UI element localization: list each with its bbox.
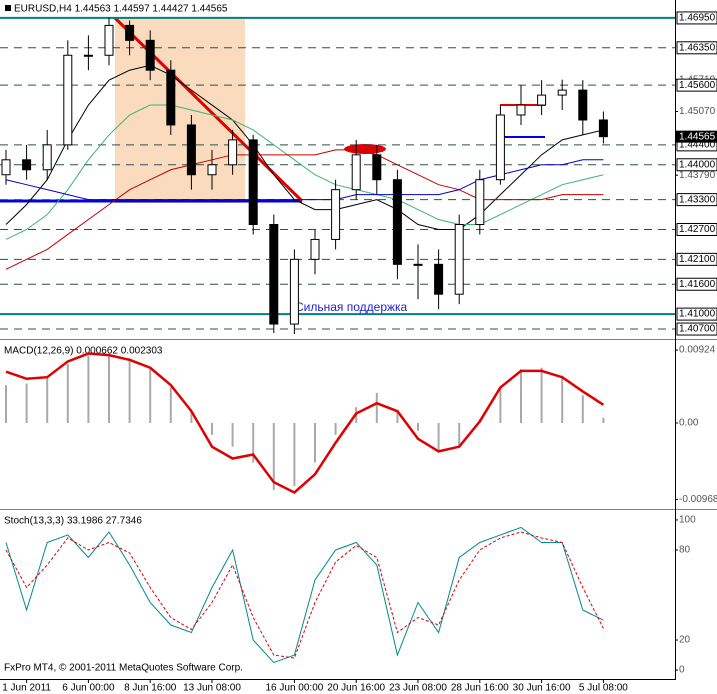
current-price-label: 1.44565: [679, 131, 716, 142]
level-box: [676, 11, 717, 25]
highlight-ellipse: [344, 144, 386, 154]
x-tick-label: 13 Jun 08:00: [183, 683, 241, 694]
y-tick-label: 100: [679, 515, 696, 526]
candle-body: [186, 124, 196, 176]
y-tick-label: 0.00: [679, 418, 699, 429]
candle-body: [104, 24, 114, 56]
x-tick-label: 16 Jun 00:00: [265, 683, 323, 694]
candle-body: [351, 154, 361, 191]
panel-title: MACD(12,26,9) 0.000662 0.002303: [4, 346, 163, 357]
candle-body: [598, 119, 608, 138]
level-box: [676, 193, 717, 207]
shaded-zone: [115, 18, 245, 203]
level-label: 1.42700: [679, 224, 716, 235]
level-box: [676, 78, 717, 92]
level-box: [676, 277, 717, 291]
current-price-box: [676, 130, 717, 143]
candle-body: [125, 24, 135, 41]
level-label: 1.45600: [679, 80, 716, 91]
candle-body: [537, 94, 547, 106]
y-tick-label: 0.00924: [679, 345, 716, 356]
candle-body: [1, 159, 11, 176]
x-tick-label: 20 Jun 16:00: [327, 683, 385, 694]
candle-body: [310, 238, 320, 260]
candle-body: [557, 89, 567, 96]
macd-signal: [5, 352, 605, 494]
level-box: [676, 322, 717, 336]
x-tick-label: 5 Jul 08:00: [579, 683, 628, 694]
candle-body: [22, 159, 32, 171]
level-label: 1.43300: [679, 194, 716, 205]
y-tick-label: 1.45070: [679, 106, 716, 117]
y-tick-label: 20: [679, 635, 691, 646]
candle-body: [413, 263, 423, 266]
x-tick-label: 1 Jun 2011: [2, 683, 51, 694]
moving-average: [5, 104, 604, 240]
level-label: 1.42100: [679, 254, 716, 265]
candle-body: [289, 258, 299, 325]
candle-body: [516, 104, 526, 116]
level-box: [676, 158, 717, 172]
chart-title: EURUSD,H4 1.44563 1.44597 1.44427 1.4456…: [14, 4, 228, 15]
candle-body: [207, 164, 217, 176]
level-label: 1.44400: [679, 140, 716, 151]
y-tick-label: 0: [679, 665, 685, 676]
candle-body: [475, 179, 485, 226]
candle-body: [392, 179, 402, 265]
title-icon: [5, 5, 11, 11]
y-tick-label: -0.00968: [679, 494, 717, 505]
candle-body: [166, 69, 176, 126]
candle-body: [372, 154, 382, 181]
panel-title: Stoch(13,3,3) 33.1986 27.7346: [4, 516, 142, 527]
level-box: [676, 252, 717, 266]
x-tick-label: 30 Jun 16:00: [513, 683, 571, 694]
candle-body: [42, 144, 52, 171]
y-tick-label: 80: [679, 545, 691, 556]
candle-body: [63, 54, 73, 146]
y-tick-label: 1.43790: [679, 170, 716, 181]
stoch-main: [5, 526, 604, 664]
candle-body: [83, 54, 93, 57]
moving-average: [5, 64, 604, 230]
level-label: 1.41000: [679, 309, 716, 320]
candle-body: [145, 39, 155, 71]
candle-body: [495, 114, 505, 181]
x-tick-label: 28 Jun 16:00: [451, 683, 509, 694]
level-box: [676, 222, 717, 236]
candle-body: [248, 139, 258, 226]
level-label: 1.46350: [679, 42, 716, 53]
footer: FxPro MT4, © 2001-2011 MetaQuotes Softwa…: [4, 663, 243, 674]
level-label: 1.40700: [679, 324, 716, 335]
x-tick-label: 8 Jun 16:00: [124, 683, 177, 694]
candle-body: [578, 89, 588, 121]
annotation: Сильная поддержка: [295, 300, 408, 314]
stoch-signal: [5, 531, 604, 659]
level-box: [676, 41, 717, 55]
level-label: 1.46950: [679, 13, 716, 24]
moving-average: [5, 149, 604, 270]
level-box: [676, 307, 717, 321]
candle-body: [269, 224, 279, 325]
x-tick-label: 23 Jun 08:00: [389, 683, 447, 694]
x-tick-label: 6 Jun 00:00: [62, 683, 115, 694]
candle-body: [331, 189, 341, 240]
level-label: 1.44000: [679, 159, 716, 170]
candle-body: [454, 224, 464, 295]
candle-body: [228, 139, 238, 166]
candle-body: [434, 263, 444, 295]
level-label: 1.41600: [679, 279, 716, 290]
